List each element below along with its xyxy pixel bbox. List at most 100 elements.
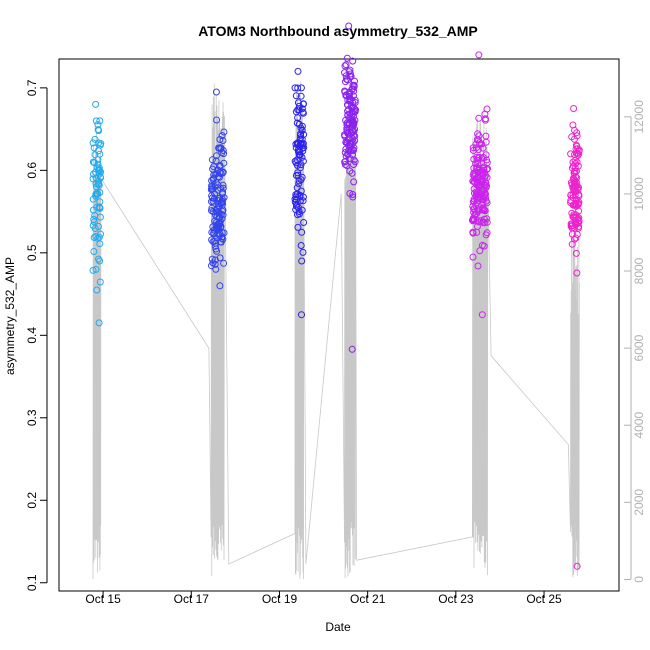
data-point bbox=[90, 248, 98, 255]
data-point bbox=[341, 161, 349, 168]
data-point bbox=[572, 234, 580, 242]
data-point bbox=[473, 228, 481, 236]
data-point bbox=[300, 219, 308, 226]
y-tick-label: 0.7 bbox=[25, 79, 39, 96]
data-point bbox=[573, 562, 581, 570]
data-point bbox=[572, 214, 580, 222]
data-point bbox=[350, 87, 358, 95]
data-point bbox=[92, 168, 99, 176]
data-point bbox=[345, 22, 353, 30]
y-tick-label: 0.6 bbox=[25, 162, 39, 179]
data-point bbox=[471, 171, 479, 178]
data-point bbox=[220, 128, 228, 136]
data-point bbox=[208, 204, 216, 212]
data-point bbox=[469, 228, 477, 236]
data-point bbox=[567, 222, 575, 230]
x-tick-label: Oct 15 bbox=[85, 592, 121, 606]
data-point bbox=[349, 193, 357, 201]
data-point bbox=[346, 66, 354, 74]
data-point bbox=[575, 147, 583, 155]
data-point bbox=[569, 184, 577, 191]
data-point bbox=[212, 265, 220, 273]
data-point bbox=[297, 92, 305, 100]
x-tick-label: Oct 25 bbox=[526, 592, 562, 606]
data-point bbox=[571, 235, 578, 243]
data-point bbox=[350, 119, 358, 127]
data-point bbox=[219, 206, 227, 214]
data-point bbox=[216, 282, 224, 290]
data-point bbox=[473, 181, 481, 189]
data-point bbox=[298, 257, 306, 265]
data-point bbox=[95, 181, 103, 189]
asymmetry-points bbox=[89, 22, 583, 570]
data-point bbox=[351, 158, 359, 166]
data-point bbox=[211, 190, 219, 198]
data-point bbox=[350, 178, 358, 186]
data-point bbox=[299, 248, 307, 256]
data-point bbox=[299, 147, 307, 155]
data-point bbox=[208, 236, 216, 244]
y2-tick-label: 8000 bbox=[632, 257, 646, 284]
data-point bbox=[341, 62, 349, 70]
data-point bbox=[208, 262, 215, 270]
data-point bbox=[297, 134, 305, 142]
data-point bbox=[299, 100, 307, 108]
data-point bbox=[208, 156, 216, 164]
data-point bbox=[571, 126, 578, 134]
data-point bbox=[344, 129, 352, 137]
data-point bbox=[92, 117, 100, 125]
data-point bbox=[475, 114, 483, 122]
data-point bbox=[572, 160, 580, 167]
data-point bbox=[219, 235, 227, 243]
y-tick-label: 0.4 bbox=[25, 327, 39, 344]
data-point bbox=[482, 194, 489, 202]
data-point bbox=[294, 148, 302, 156]
data-point bbox=[351, 77, 358, 85]
data-point bbox=[90, 144, 98, 152]
data-point bbox=[483, 166, 491, 173]
data-point bbox=[297, 242, 305, 249]
data-point bbox=[95, 127, 103, 135]
data-point bbox=[351, 132, 359, 140]
data-point bbox=[215, 220, 222, 227]
data-point bbox=[212, 157, 220, 165]
data-point bbox=[295, 151, 303, 159]
data-point bbox=[570, 105, 578, 112]
data-point bbox=[567, 220, 575, 228]
data-point bbox=[343, 121, 351, 129]
chart-title: ATOM3 Northbound asymmetry_532_AMP bbox=[198, 23, 478, 39]
data-point bbox=[482, 115, 489, 123]
data-point bbox=[348, 345, 356, 353]
data-point bbox=[96, 198, 104, 206]
data-point bbox=[293, 184, 301, 192]
data-point bbox=[352, 106, 359, 114]
data-point bbox=[219, 195, 226, 203]
data-point bbox=[219, 181, 227, 189]
data-point bbox=[219, 137, 227, 144]
data-point bbox=[220, 259, 228, 267]
y-tick-label: 0.1 bbox=[25, 574, 39, 591]
data-point bbox=[292, 172, 300, 179]
data-point bbox=[218, 199, 226, 207]
data-point bbox=[91, 135, 99, 143]
y-tick-label: 0.5 bbox=[25, 244, 39, 261]
x-tick-label: Oct 23 bbox=[438, 592, 474, 606]
x-axis: Oct 15 Oct 17 Oct 19 Oct 21 Oct 23 Oct 25 bbox=[85, 590, 562, 606]
data-point bbox=[298, 228, 306, 236]
data-point bbox=[292, 140, 300, 148]
data-point bbox=[342, 61, 350, 69]
data-point bbox=[351, 107, 359, 115]
y2-tick-label: 2000 bbox=[632, 489, 646, 516]
data-point bbox=[343, 101, 351, 109]
data-point bbox=[218, 132, 226, 140]
data-point bbox=[93, 164, 101, 172]
data-point bbox=[477, 217, 485, 225]
x-tick-label: Oct 21 bbox=[350, 592, 386, 606]
altitude-series bbox=[92, 82, 580, 580]
data-point bbox=[476, 247, 484, 255]
data-point bbox=[220, 159, 228, 167]
data-point bbox=[476, 139, 484, 147]
data-point bbox=[347, 143, 354, 150]
data-point bbox=[298, 206, 306, 214]
